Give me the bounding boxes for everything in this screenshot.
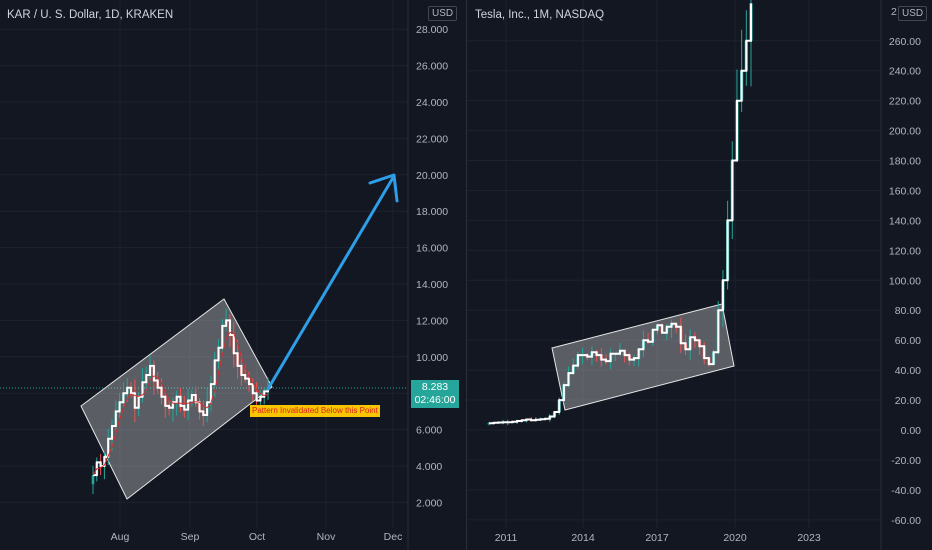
kar-time-axis-label: Sep	[181, 531, 200, 543]
tesla-time-axis-label: 2023	[797, 532, 821, 544]
tesla-price-axis-label: 260.00	[889, 36, 921, 48]
tesla-symbol-title[interactable]: Tesla, Inc., 1M, NASDAQ	[475, 9, 605, 21]
kar-price-axis-label: 10.000	[416, 352, 448, 364]
tesla-price-axis-label: 180.00	[889, 156, 921, 168]
kar-price-axis-label: 14.000	[416, 279, 448, 291]
kar-candle-body	[91, 475, 95, 485]
tesla-time-axis-label: 2017	[645, 532, 669, 544]
tesla-price-axis-label: 160.00	[889, 185, 921, 197]
kar-time-axis-label: Dec	[384, 531, 403, 543]
tesla-currency-badge[interactable]: USD	[898, 6, 928, 21]
kar-chart-pane[interactable]: 28.000 26.000 24.000 22.000 20.000 18.000 16.0…	[0, 0, 466, 550]
tesla-price-axis-label: 220.00	[889, 96, 921, 108]
kar-price-axis-label: 16.000	[416, 243, 448, 255]
kar-price-axis-label: 22.000	[416, 133, 448, 145]
kar-price-axis-label: 24.000	[416, 97, 448, 109]
kar-last-price-tag: 8.283 02:46:00	[411, 380, 459, 408]
kar-time-axis-label: Aug	[111, 531, 130, 543]
tesla-price-axis-label: 200.00	[889, 126, 921, 138]
kar-price-axis-label: 6.000	[416, 425, 442, 437]
kar-currency-badge[interactable]: USD	[428, 6, 458, 21]
tesla-time-axis-label: 2014	[571, 532, 595, 544]
kar-price-axis-label: 12.000	[416, 315, 448, 327]
kar-price-axis-label: 28.000	[416, 24, 448, 36]
kar-bar-countdown: 02:46:00	[414, 394, 456, 406]
tesla-price-axis-label: 40.00	[895, 365, 921, 377]
tesla-price-axis-label: 120.00	[889, 245, 921, 257]
kar-time-axis-label: Oct	[249, 531, 265, 543]
tesla-time-axis-label: 2020	[723, 532, 747, 544]
tesla-price-axis-label: 20.00	[895, 395, 921, 407]
tesla-price-axis-label: -20.00	[891, 455, 921, 467]
tesla-step-line	[489, 3, 752, 425]
tesla-chart-pane[interactable]: 260.00 240.00 220.00 200.00 180.00 160.00 140.…	[466, 0, 932, 550]
kar-step-line	[93, 319, 269, 477]
kar-projection-arrowhead	[368, 173, 399, 203]
tesla-price-axis-label: -60.00	[891, 515, 921, 527]
kar-price-axis-label: 2.000	[416, 497, 442, 509]
tesla-price-axis-label: 240.00	[889, 66, 921, 78]
kar-projection-arrow	[266, 174, 396, 391]
kar-price-axis-label: 18.000	[416, 206, 448, 218]
tesla-price-axis-label: -40.00	[891, 485, 921, 497]
kar-price-chart[interactable]: 28.000 26.000 24.000 22.000 20.000 18.000 16.0…	[0, 0, 466, 550]
tesla-price-axis-label: 100.00	[889, 275, 921, 287]
tesla-price-axis-label: 80.00	[895, 305, 921, 317]
tesla-price-chart[interactable]: 260.00240.00220.00200.00180.00160.00140.…	[467, 0, 932, 550]
kar-moving-average	[92, 331, 269, 476]
kar-time-axis-label: Nov	[317, 531, 336, 543]
tesla-price-axis-label-partial: 2	[891, 6, 897, 18]
kar-last-price: 8.283	[421, 381, 449, 393]
tesla-price-axis-label: 140.00	[889, 215, 921, 227]
kar-symbol-title[interactable]: KAR / U. S. Dollar, 1D, KRAKEN	[7, 9, 174, 21]
kar-price-axis-label: 4.000	[416, 461, 442, 473]
tesla-time-axis-label: 2011	[495, 532, 518, 544]
kar-price-axis-label: 20.000	[416, 170, 448, 182]
kar-price-axis-label: 26.000	[416, 61, 448, 73]
tesla-price-axis-label: 0.00	[901, 425, 922, 437]
tesla-price-axis-label: 60.00	[895, 335, 921, 347]
pattern-invalidation-label[interactable]: Pattern Invalidated Below this Point	[250, 405, 380, 417]
